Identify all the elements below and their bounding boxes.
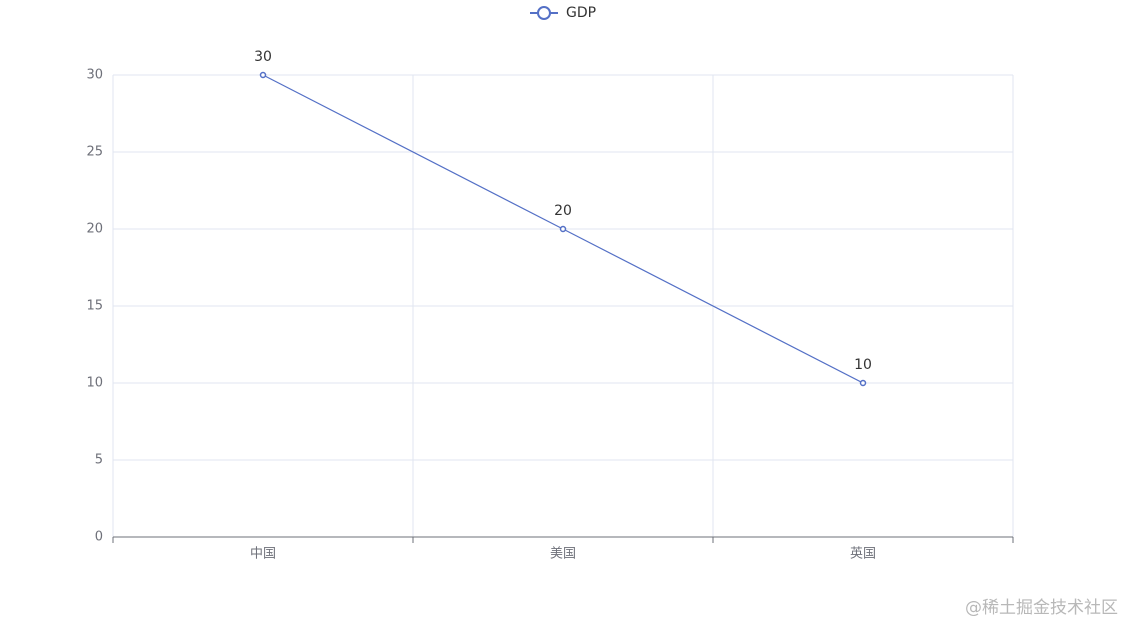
- y-tick-label: 5: [95, 453, 103, 468]
- data-label: 20: [554, 203, 572, 219]
- y-tick-label: 20: [86, 222, 103, 237]
- y-tick-label: 10: [86, 376, 103, 391]
- data-label: 10: [854, 357, 872, 373]
- watermark: @稀土掘金技术社区: [965, 598, 1118, 618]
- x-tick-label: 中国: [250, 547, 276, 562]
- legend-marker: [537, 6, 551, 20]
- point: [859, 379, 867, 387]
- y-tick-label: 30: [86, 68, 103, 83]
- x-tick-label: 英国: [850, 547, 876, 562]
- x-tick-label: 美国: [550, 547, 576, 562]
- y-tick-label: 15: [86, 299, 103, 314]
- point: [259, 71, 267, 79]
- y-tick-label: 0: [95, 530, 103, 545]
- data-label: 30: [254, 49, 272, 65]
- y-tick-label: 25: [86, 145, 103, 160]
- point: [559, 225, 567, 233]
- legend-label: GDP: [566, 5, 596, 21]
